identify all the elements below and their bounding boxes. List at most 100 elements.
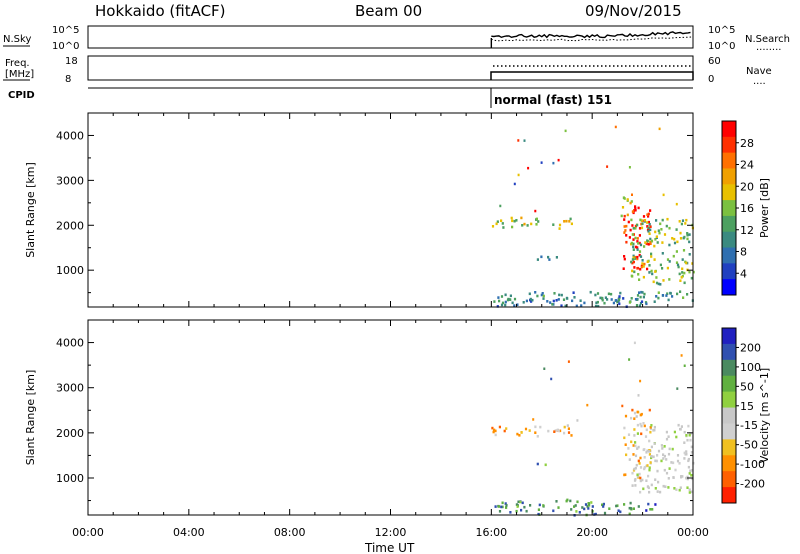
power-cell [552, 223, 555, 226]
power-cell [657, 282, 660, 286]
power-cell [632, 245, 635, 249]
power-cell [636, 246, 639, 249]
power-cell [513, 297, 517, 301]
power-cell [647, 226, 650, 230]
power-cell [643, 245, 646, 248]
velocity-cell [643, 456, 646, 459]
velocity-cell [491, 426, 494, 430]
velocity-cell [664, 485, 667, 488]
velocity-cell [634, 444, 637, 448]
power-cell [535, 223, 538, 226]
velocity-cell [537, 512, 540, 516]
power-cell [636, 255, 639, 259]
power-cell [682, 296, 685, 299]
power-colorbar-segment [722, 136, 736, 154]
velocity-cell [667, 477, 670, 480]
power-cell [645, 242, 648, 246]
cpid-label: CPID [8, 90, 35, 101]
velocity-cell [559, 429, 562, 433]
power-cell [636, 223, 639, 227]
power-cell [639, 267, 642, 271]
velocity-cell [625, 453, 628, 457]
power-cell [643, 262, 646, 266]
velocity-ylabel: Slant Range [km] [24, 370, 37, 466]
velocity-cell [639, 476, 642, 480]
power-cell [558, 227, 561, 230]
velocity-cell [633, 479, 637, 482]
velocity-cell [668, 447, 671, 451]
velocity-cell [667, 435, 670, 438]
velocity-cell [520, 431, 523, 434]
velocity-cell [637, 459, 640, 463]
power-cell [569, 217, 572, 221]
velocity-cell [516, 505, 519, 508]
power-cell [601, 298, 604, 302]
velocity-cell [659, 490, 662, 494]
power-cell [626, 198, 629, 201]
velocity-cell [493, 428, 496, 432]
velocity-cell [683, 441, 686, 444]
velocity-cell [557, 429, 560, 433]
power-cell [646, 213, 649, 216]
power-cell [650, 239, 653, 243]
power-cell [668, 260, 671, 263]
velocity-cell [536, 435, 539, 438]
velocity-cell [690, 490, 693, 494]
power-cell [665, 294, 668, 297]
velocity-cell [539, 425, 542, 429]
nsearch-legend-dots: ........ [756, 42, 781, 53]
power-cell [630, 274, 633, 278]
power-colorbar: 4 8 12 16 20 24 28 Power [dB] [721, 120, 771, 296]
power-cell [542, 294, 545, 298]
nave-tick-top: 60 [708, 56, 721, 67]
time-tick-label: 16:00 [475, 526, 507, 539]
velocity-cell [501, 501, 504, 505]
power-cell [661, 218, 664, 222]
power-cell [663, 233, 667, 236]
velocity-cell [567, 360, 570, 363]
power-cell [640, 290, 643, 294]
power-cell [644, 301, 648, 304]
time-tick-label: 08:00 [274, 526, 306, 539]
power-cell [521, 224, 524, 227]
power-cell [655, 219, 658, 222]
velocity-colorbar-segment [722, 359, 736, 377]
velocity-cell [573, 505, 576, 508]
power-cell [583, 301, 586, 305]
velocity-cell [633, 417, 636, 420]
velocity-cell [665, 430, 668, 434]
velocity-cell [650, 445, 653, 449]
power-colorbar-tick-label: 4 [740, 267, 747, 280]
velocity-cell [623, 426, 626, 430]
velocity-cell [624, 443, 627, 446]
power-cell [517, 173, 520, 177]
freq-unit-label: [MHz] [5, 69, 34, 80]
power-colorbar-tick-label: 28 [740, 137, 754, 150]
power-cell [668, 226, 671, 230]
velocity-cell [645, 479, 648, 482]
velocity-cell [588, 504, 591, 507]
velocity-cell [687, 424, 690, 428]
nsky-line [491, 31, 691, 39]
power-cell [520, 216, 523, 220]
power-cell [540, 293, 543, 297]
power-ytick-label: 2000 [56, 219, 84, 232]
velocity-cell [657, 449, 661, 453]
velocity-cell [653, 425, 656, 429]
velocity-cell [676, 459, 680, 463]
power-cell [659, 283, 662, 286]
power-cell [681, 219, 685, 222]
velocity-cell [663, 445, 666, 448]
velocity-cell [623, 503, 626, 506]
power-cell [683, 235, 686, 239]
power-cell [661, 241, 664, 244]
power-cell [632, 227, 635, 230]
velocity-cell [644, 435, 648, 438]
velocity-cell [665, 458, 668, 461]
power-cell [649, 225, 652, 228]
velocity-colorbar-segment [722, 455, 736, 472]
power-cell [648, 271, 651, 274]
power-cell [625, 240, 628, 244]
power-cell [634, 298, 638, 301]
power-cell [681, 258, 684, 261]
